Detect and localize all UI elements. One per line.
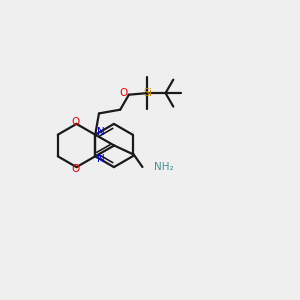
Text: O: O	[119, 88, 128, 98]
Text: NH₂: NH₂	[154, 162, 173, 172]
Text: O: O	[71, 164, 80, 174]
Text: Si: Si	[144, 88, 152, 98]
Text: N: N	[97, 154, 104, 164]
Text: O: O	[71, 117, 80, 128]
Text: N: N	[97, 127, 104, 137]
